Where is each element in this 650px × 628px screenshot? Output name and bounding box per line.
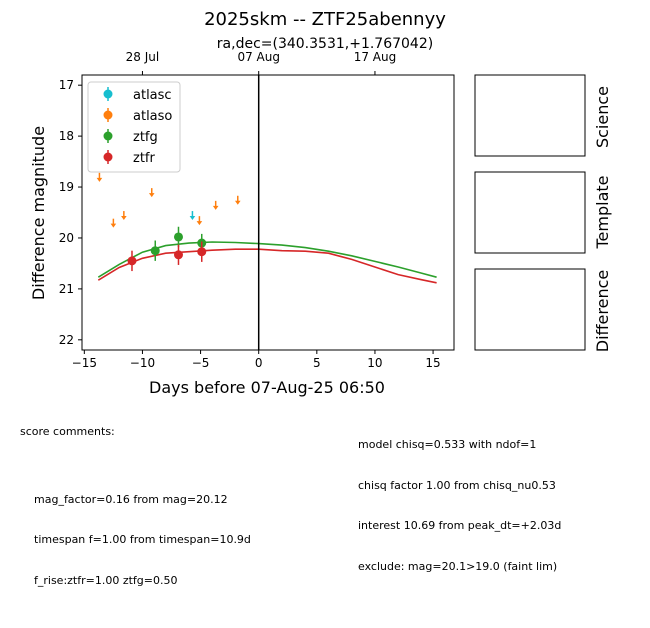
score-comment-line: mag_factor=0.16 from mag=20.12 (34, 492, 228, 506)
chart-title: 2025skm -- ZTF25abennyy (204, 9, 446, 30)
score-comment-line: interest 10.69 from peak_dt=+2.03d (358, 519, 562, 532)
top-tick-label: 17 Aug (354, 50, 397, 64)
score-comment-line: model chisq=0.533 with ndof=1 (358, 438, 537, 451)
template-panel-label: Template (593, 175, 612, 249)
x-tick-label: −5 (192, 356, 210, 370)
legend: atlasc atlaso ztfg ztfr (87, 81, 181, 173)
legend-marker (103, 89, 113, 99)
upper-limit-head (148, 193, 155, 198)
upper-limit-atlaso (110, 218, 117, 228)
y-tick-label: 20 (59, 231, 74, 245)
x-tick-label: −15 (72, 356, 97, 370)
top-tick-label: 28 Jul (126, 50, 160, 64)
chart-subtitle: ra,dec=(340.3531,+1.767042) (217, 36, 433, 52)
upper-limit-head (212, 205, 219, 210)
legend-label: atlasc (133, 88, 172, 103)
axes: −15 −10 −5 0 5 10 15 17 18 19 20 21 22 28 Jul 07 Aug 17… (59, 50, 455, 370)
data-point-ztfg (150, 240, 160, 261)
legend-entry-ztfr: ztfr (103, 150, 155, 166)
legend-marker (103, 131, 113, 141)
upper-limit-head (110, 223, 117, 228)
upper-limit-atlaso (234, 195, 241, 205)
upper-limit-atlaso (212, 200, 219, 210)
science-panel-label: Science (593, 86, 612, 148)
legend-label: atlaso (133, 109, 172, 124)
data-marker (127, 256, 137, 266)
y-axis-label: Difference magnitude (29, 126, 48, 300)
x-tick-label: −10 (130, 356, 155, 370)
upper-limit-head (189, 216, 196, 221)
upper-limit-head (196, 221, 203, 226)
y-tick-label: 18 (59, 129, 74, 143)
data-marker (173, 250, 183, 260)
score-comments-header: score comments: (20, 425, 115, 438)
score-comment-line: exclude: mag=20.1>19.0 (faint lim) (358, 559, 558, 573)
upper-limit-atlaso (121, 211, 127, 221)
upper-limit-atlaso (96, 172, 103, 182)
data-point-ztfr (197, 241, 207, 262)
upper-limit-atlaso (196, 216, 203, 226)
plot-frame (81, 74, 455, 351)
model-curve-ztfg (97, 241, 437, 278)
y-tick-label: 21 (59, 282, 74, 296)
upper-limit-head (234, 200, 241, 205)
legend-label: ztfr (133, 151, 155, 166)
legend-entry-atlasc: atlasc (103, 87, 172, 103)
x-tick-label: 10 (367, 356, 382, 370)
data-point-ztfr (173, 244, 183, 265)
top-tick-label: 07 Aug (237, 50, 280, 64)
score-comment-line: timespan f=1.00 from timespan=10.9d (34, 533, 251, 546)
y-tick-label: 22 (59, 333, 74, 347)
score-comment-line: f_rise:ztfr=1.00 ztfg=0.50 (34, 573, 178, 587)
difference-image-panel (474, 268, 586, 351)
data-marker (197, 247, 207, 257)
data-marker (173, 232, 183, 242)
score-comments-right: model chisq=0.533 with ndof=1 chisq fact… (358, 411, 561, 587)
data-point-ztfg (173, 226, 183, 248)
science-image-panel (474, 74, 586, 157)
y-tick-label: 17 (59, 78, 74, 92)
x-tick-label: 0 (255, 356, 263, 370)
legend-marker (103, 152, 113, 162)
x-tick-label: 15 (425, 356, 440, 370)
upper-limit-atlasc (189, 211, 196, 221)
legend-entry-ztfg: ztfg (103, 129, 158, 145)
upper-limit-head (121, 216, 127, 221)
model-curve-ztfr (97, 248, 437, 284)
score-comment-line: chisq factor 1.00 from chisq_nu0.53 (358, 478, 556, 492)
x-tick-label: 5 (313, 356, 321, 370)
upper-limit-head (96, 177, 103, 182)
image-panels: Science Template Difference (474, 74, 612, 352)
model-curves (97, 241, 437, 284)
difference-panel-label: Difference (593, 270, 612, 352)
upper-limit-atlaso (148, 188, 155, 198)
legend-marker (103, 110, 113, 120)
data-marker (150, 246, 160, 256)
light-curve-figure: 2025skm -- ZTF25abennyy ra,dec=(340.3531… (29, 9, 612, 397)
template-image-panel (474, 171, 586, 254)
score-comments-left: score comments: mag_factor=0.16 from mag… (20, 398, 251, 628)
legend-box (87, 81, 181, 173)
x-axis-label: Days before 07-Aug-25 06:50 (149, 378, 385, 397)
y-tick-label: 19 (59, 180, 74, 194)
data-point-ztfr (127, 250, 137, 272)
legend-entry-atlaso: atlaso (103, 108, 172, 124)
legend-label: ztfg (133, 130, 158, 145)
data-marks (96, 172, 241, 272)
